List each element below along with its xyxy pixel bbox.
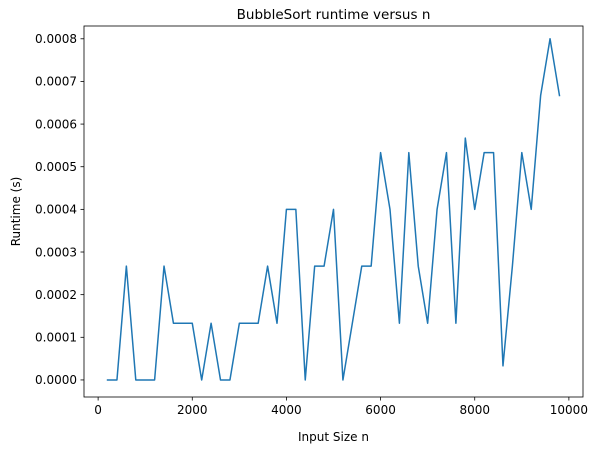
chart-title: BubbleSort runtime versus n (237, 7, 431, 23)
x-tick-label: 10000 (550, 403, 588, 417)
plot-frame (83, 25, 584, 398)
x-tick-label: 2000 (177, 403, 208, 417)
series-layer (106, 38, 561, 381)
y-tick-label: 0.0003 (35, 245, 77, 259)
y-tick-label: 0.0008 (35, 32, 77, 46)
y-axis-ticks: 0.0000 0.0001 0.0002 0.0003 0.0004 0.0005 0.00… (35, 32, 84, 387)
y-tick-label: 0.0000 (35, 373, 77, 387)
y-tick-label: 0.0007 (35, 75, 77, 89)
y-tick-label: 0.0005 (35, 160, 77, 174)
x-tick-label: 6000 (365, 403, 396, 417)
y-tick-label: 0.0002 (35, 288, 77, 302)
y-tick-label: 0.0001 (35, 331, 77, 345)
x-tick-label: 4000 (271, 403, 302, 417)
x-tick-label: 8000 (459, 403, 490, 417)
y-axis-label: Runtime (s) (9, 177, 23, 247)
x-axis-ticks: 0 2000 4000 6000 8000 10000 (94, 397, 588, 417)
x-axis-label: Input Size n (298, 430, 369, 444)
x-tick-label: 0 (94, 403, 102, 417)
y-tick-label: 0.0006 (35, 117, 77, 131)
runtime-line (106, 38, 561, 381)
y-tick-label: 0.0004 (35, 203, 77, 217)
